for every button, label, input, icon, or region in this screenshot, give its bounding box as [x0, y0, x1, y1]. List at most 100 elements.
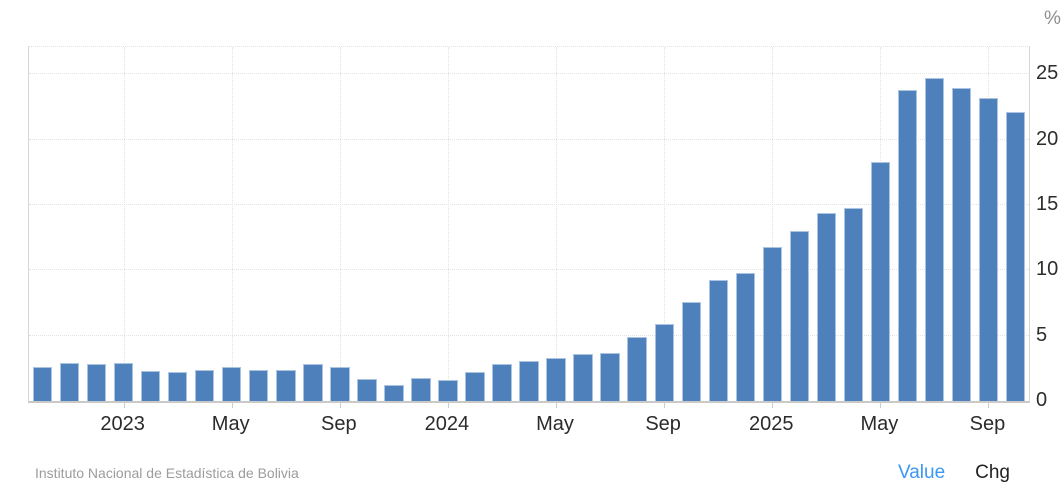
bar[interactable]: [519, 360, 539, 401]
bar[interactable]: [924, 78, 945, 401]
source-label: Instituto Nacional de Estadística de Bol…: [35, 465, 299, 481]
bar[interactable]: [357, 378, 377, 401]
bar[interactable]: [303, 364, 323, 401]
bar[interactable]: [978, 97, 999, 401]
x-axis-tick-mark: [123, 403, 125, 408]
bar-slot: [867, 47, 894, 401]
plot-area: [28, 46, 1030, 408]
x-axis-tick-label: May: [211, 413, 250, 435]
bar[interactable]: [816, 212, 837, 401]
value-tab[interactable]: Value: [897, 462, 946, 483]
bar-slot: [1002, 47, 1029, 401]
bar-slot: [56, 47, 83, 401]
bar[interactable]: [32, 367, 53, 401]
x-axis-tick-label: 2025: [748, 413, 794, 435]
x-axis-tick-label: Sep: [321, 413, 357, 435]
bar[interactable]: [411, 377, 431, 401]
bar-slot: [894, 47, 921, 401]
bar-slot: [732, 47, 759, 401]
bar[interactable]: [762, 246, 783, 401]
x-axis-tick-mark: [231, 403, 233, 408]
bar-slot: [543, 47, 570, 401]
gridline-vertical: [339, 47, 341, 401]
bar[interactable]: [789, 231, 810, 401]
y-axis-tick-label: 0: [1036, 389, 1048, 411]
bar[interactable]: [465, 372, 485, 401]
y-axis-tick-label: 10: [1036, 258, 1059, 281]
y-axis-tick-label: 20: [1036, 127, 1059, 150]
bar-slot: [921, 47, 948, 401]
bar[interactable]: [951, 87, 972, 401]
bar[interactable]: [492, 364, 512, 401]
footer-links: Value Chg: [898, 460, 1010, 486]
bar[interactable]: [384, 385, 404, 401]
bar-slot: [110, 47, 137, 401]
bar-slot: [840, 47, 867, 401]
bar-slot: [83, 47, 110, 401]
bar-slot: [624, 47, 651, 401]
bars-container: [29, 47, 1029, 401]
bar-slot: [434, 47, 461, 401]
bar-slot: [29, 47, 56, 401]
bar[interactable]: [330, 367, 350, 401]
bar[interactable]: [735, 273, 756, 401]
bar[interactable]: [654, 323, 674, 401]
bar[interactable]: [627, 337, 647, 401]
bar-slot: [462, 47, 489, 401]
bar-slot: [705, 47, 732, 401]
bar[interactable]: [708, 279, 729, 401]
bar[interactable]: [59, 363, 80, 401]
gridline-vertical: [664, 47, 666, 401]
gridline-vertical: [772, 47, 774, 401]
bar[interactable]: [438, 380, 458, 401]
bar-slot: [786, 47, 813, 401]
bar-slot: [137, 47, 164, 401]
bar[interactable]: [546, 357, 566, 401]
chg-tab[interactable]: Chg: [975, 462, 1010, 483]
bar[interactable]: [249, 369, 269, 401]
bar-slot: [272, 47, 299, 401]
bar[interactable]: [276, 369, 296, 401]
bar-slot: [353, 47, 380, 401]
gridline-horizontal: [29, 269, 1029, 271]
bar-slot: [570, 47, 597, 401]
bar[interactable]: [681, 301, 701, 401]
bar[interactable]: [222, 367, 242, 401]
y-axis-tick-label: 5: [1036, 323, 1048, 346]
x-axis-tick-mark: [664, 403, 666, 408]
bar[interactable]: [140, 370, 161, 401]
x-axis-tick-label: May: [536, 413, 574, 435]
bar[interactable]: [113, 363, 134, 401]
bar-slot: [218, 47, 245, 401]
gridline-vertical: [556, 47, 558, 401]
bar[interactable]: [843, 207, 864, 401]
x-axis-tick-mark: [772, 403, 774, 408]
bar[interactable]: [573, 353, 593, 401]
bar[interactable]: [897, 90, 918, 401]
y-axis-unit-label: %: [1044, 8, 1061, 29]
bar-slot: [326, 47, 353, 401]
bar[interactable]: [1005, 112, 1026, 401]
gridline-horizontal: [29, 138, 1029, 140]
bar[interactable]: [600, 352, 620, 401]
bar-slot: [245, 47, 272, 401]
bar-slot: [164, 47, 191, 401]
bar[interactable]: [870, 161, 891, 401]
gridline-horizontal: [29, 334, 1029, 336]
gridline-vertical: [231, 47, 233, 401]
bar-slot: [489, 47, 516, 401]
bar[interactable]: [167, 372, 188, 401]
gridline-vertical: [447, 47, 449, 401]
bar[interactable]: [86, 364, 107, 401]
bar-slot: [813, 47, 840, 401]
x-axis-tick-label: May: [860, 413, 899, 435]
bar-slot: [759, 47, 786, 401]
bar-slot: [516, 47, 543, 401]
x-axis: 2023 May Sep 2024 May Sep 2025 May Sep: [28, 411, 1028, 437]
x-axis-tick-label: 2024: [424, 413, 470, 435]
x-axis-tick-label: Sep: [645, 413, 681, 435]
footer: Instituto Nacional de Estadística de Bol…: [0, 460, 1064, 486]
bar-slot: [651, 47, 678, 401]
bar-slot: [380, 47, 407, 401]
bar[interactable]: [194, 369, 215, 401]
